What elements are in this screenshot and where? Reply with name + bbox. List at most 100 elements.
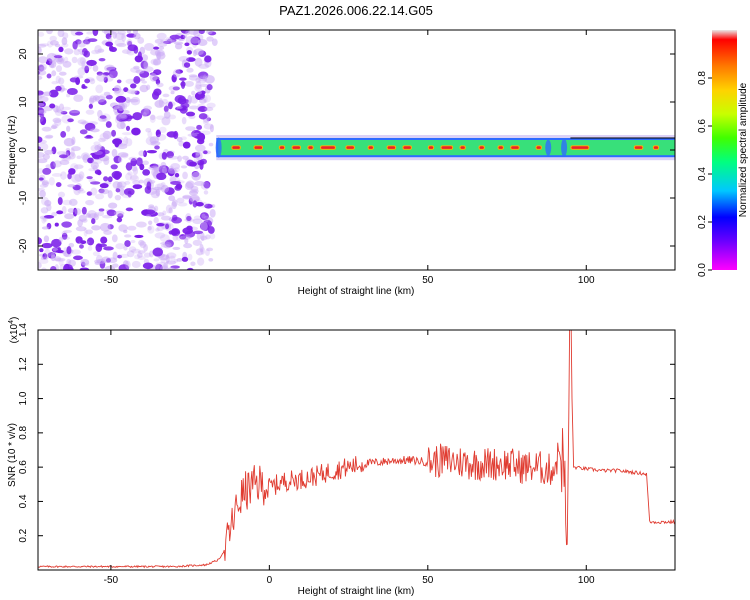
noise-blob (38, 56, 48, 64)
noise-blob (160, 257, 166, 264)
noise-blob (200, 235, 208, 241)
noise-blob (77, 189, 86, 194)
noise-blob (206, 247, 214, 252)
noise-blob (142, 150, 147, 158)
snr-ytick-label: 0.2 (18, 528, 29, 542)
noise-blob (118, 264, 130, 270)
noise-blob (112, 251, 118, 260)
noise-blob (73, 94, 84, 102)
noise-blob (66, 246, 72, 255)
noise-blob (90, 161, 99, 170)
noise-blob (159, 126, 167, 133)
noise-blob (186, 57, 196, 62)
noise-blob (130, 83, 137, 89)
noise-blob (128, 156, 138, 161)
noise-blob (193, 156, 200, 164)
noise-blob (119, 188, 126, 196)
noise-blob (77, 119, 87, 125)
noise-blob (198, 113, 208, 120)
noise-blob (138, 239, 145, 246)
noise-blob (66, 258, 72, 265)
noise-blob (202, 118, 209, 125)
noise-blob (141, 54, 149, 62)
noise-blob (94, 150, 103, 155)
noise-blob (75, 31, 84, 36)
noise-blob (79, 129, 88, 135)
noise-blob (60, 131, 67, 138)
noise-blob (192, 218, 203, 225)
noise-blob (58, 46, 64, 53)
noise-blob (38, 96, 49, 103)
noise-blob (55, 65, 63, 73)
snr-ytick-label: 1.0 (18, 391, 29, 405)
noise-blob (152, 58, 162, 66)
noise-blob (206, 36, 214, 42)
noise-blob (161, 152, 167, 160)
noise-blob (79, 267, 90, 270)
noise-blob (157, 42, 168, 47)
noise-blob (131, 127, 141, 136)
signal-peak (308, 146, 313, 149)
noise-blob (177, 155, 182, 162)
noise-blob (184, 80, 195, 87)
noise-blob (163, 105, 169, 113)
noise-blob (139, 84, 149, 93)
signal-peak (634, 146, 643, 149)
noise-blob (42, 217, 48, 222)
noise-blob (166, 131, 178, 138)
noise-blob (43, 215, 55, 219)
noise-blob (49, 35, 57, 42)
noise-blob (66, 87, 78, 95)
noise-blob (68, 198, 78, 206)
noise-blob (204, 74, 215, 84)
noise-blob (116, 121, 127, 130)
noise-blob (126, 250, 135, 258)
noise-blob (108, 202, 118, 209)
noise-blob (98, 188, 110, 195)
noise-blob (98, 208, 105, 212)
noise-blob (38, 64, 45, 72)
noise-blob (81, 64, 92, 70)
noise-blob (92, 30, 99, 37)
noise-blob (171, 74, 177, 83)
noise-blob (58, 77, 65, 85)
noise-blob (158, 46, 165, 50)
signal-peak (403, 146, 411, 149)
noise-blob (186, 215, 192, 222)
noise-blob (70, 249, 82, 255)
noise-blob (90, 187, 98, 196)
noise-blob (163, 40, 172, 45)
noise-blob (79, 57, 86, 65)
noise-blob (170, 90, 175, 95)
noise-blob (211, 38, 218, 46)
noise-blob (194, 84, 203, 92)
noise-blob (133, 65, 140, 70)
noise-blob (176, 136, 183, 142)
noise-blob (188, 74, 198, 78)
noise-blob (160, 182, 166, 188)
signal-peak (536, 146, 541, 149)
colorbar-tick-label: 0.0 (697, 263, 708, 277)
noise-blob (145, 127, 152, 133)
noise-blob (159, 265, 169, 270)
noise-blob (62, 264, 73, 270)
noise-blob (84, 78, 91, 84)
noise-blob (92, 251, 100, 257)
noise-blob (131, 260, 141, 269)
noise-blob (154, 38, 164, 44)
noise-blob (186, 267, 194, 270)
noise-blob (61, 106, 71, 111)
noise-blob (68, 168, 76, 175)
noise-blob (96, 170, 102, 176)
noise-blob (158, 98, 163, 107)
noise-blob (46, 30, 53, 35)
noise-blob (86, 191, 93, 196)
snr-xtick-label: -50 (104, 575, 119, 586)
noise-blob (54, 43, 61, 48)
noise-blob (138, 179, 145, 184)
noise-blob (81, 85, 88, 89)
noise-blob (111, 263, 119, 268)
noise-blob (203, 190, 209, 195)
noise-blob (62, 32, 69, 39)
snr-ytick-label: 1.4 (18, 323, 29, 337)
